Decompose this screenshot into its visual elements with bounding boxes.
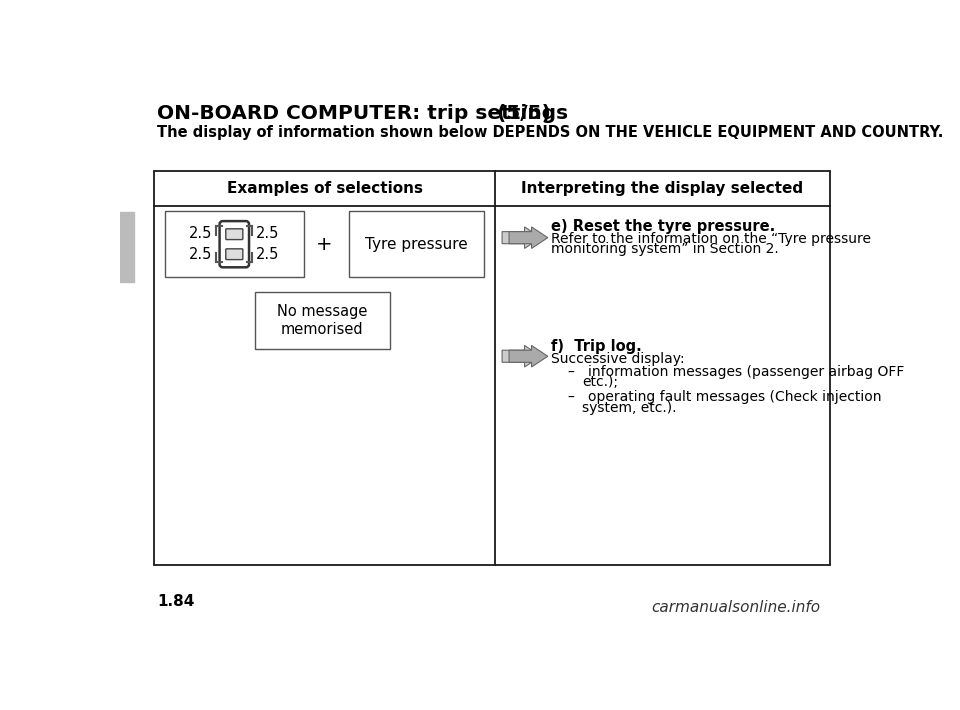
Bar xyxy=(120,212,134,282)
Text: Refer to the information on the “Tyre pressure: Refer to the information on the “Tyre pr… xyxy=(551,231,871,246)
Text: 2.5: 2.5 xyxy=(189,226,212,241)
FancyBboxPatch shape xyxy=(220,221,249,267)
FancyBboxPatch shape xyxy=(226,248,243,260)
Text: –   information messages (passenger airbag OFF: – information messages (passenger airbag… xyxy=(568,365,904,378)
Text: monitoring system” in Section 2.: monitoring system” in Section 2. xyxy=(551,242,779,256)
Bar xyxy=(349,212,484,277)
Text: The display of information shown below DEPENDS ON THE VEHICLE EQUIPMENT AND COUN: The display of information shown below D… xyxy=(157,125,944,141)
Bar xyxy=(155,171,829,565)
Text: (5/5): (5/5) xyxy=(491,104,551,124)
Text: carmanualsonline.info: carmanualsonline.info xyxy=(651,600,820,615)
Text: 2.5: 2.5 xyxy=(256,226,279,241)
Text: etc.);: etc.); xyxy=(582,376,618,390)
Text: –   operating fault messages (Check injection: – operating fault messages (Check inject… xyxy=(568,390,881,404)
Polygon shape xyxy=(502,346,540,367)
Text: +: + xyxy=(317,235,333,253)
Text: Examples of selections: Examples of selections xyxy=(227,181,422,196)
Text: 2.5: 2.5 xyxy=(256,248,279,263)
Text: Successive display:: Successive display: xyxy=(551,351,684,366)
Bar xyxy=(165,212,303,277)
Text: ON-BOARD COMPUTER: trip settings: ON-BOARD COMPUTER: trip settings xyxy=(157,104,568,124)
Text: No message
memorised: No message memorised xyxy=(277,305,368,337)
Text: f)  Trip log.: f) Trip log. xyxy=(551,339,641,354)
Text: 2.5: 2.5 xyxy=(189,248,212,263)
Text: 1.84: 1.84 xyxy=(157,594,195,608)
Polygon shape xyxy=(509,227,548,248)
Polygon shape xyxy=(509,346,548,367)
Text: e) Reset the tyre pressure.: e) Reset the tyre pressure. xyxy=(551,219,775,234)
Polygon shape xyxy=(502,227,540,248)
Text: Tyre pressure: Tyre pressure xyxy=(366,236,468,252)
Bar xyxy=(254,292,390,349)
FancyBboxPatch shape xyxy=(226,229,243,239)
Text: system, etc.).: system, etc.). xyxy=(582,401,677,415)
Text: Interpreting the display selected: Interpreting the display selected xyxy=(521,181,804,196)
